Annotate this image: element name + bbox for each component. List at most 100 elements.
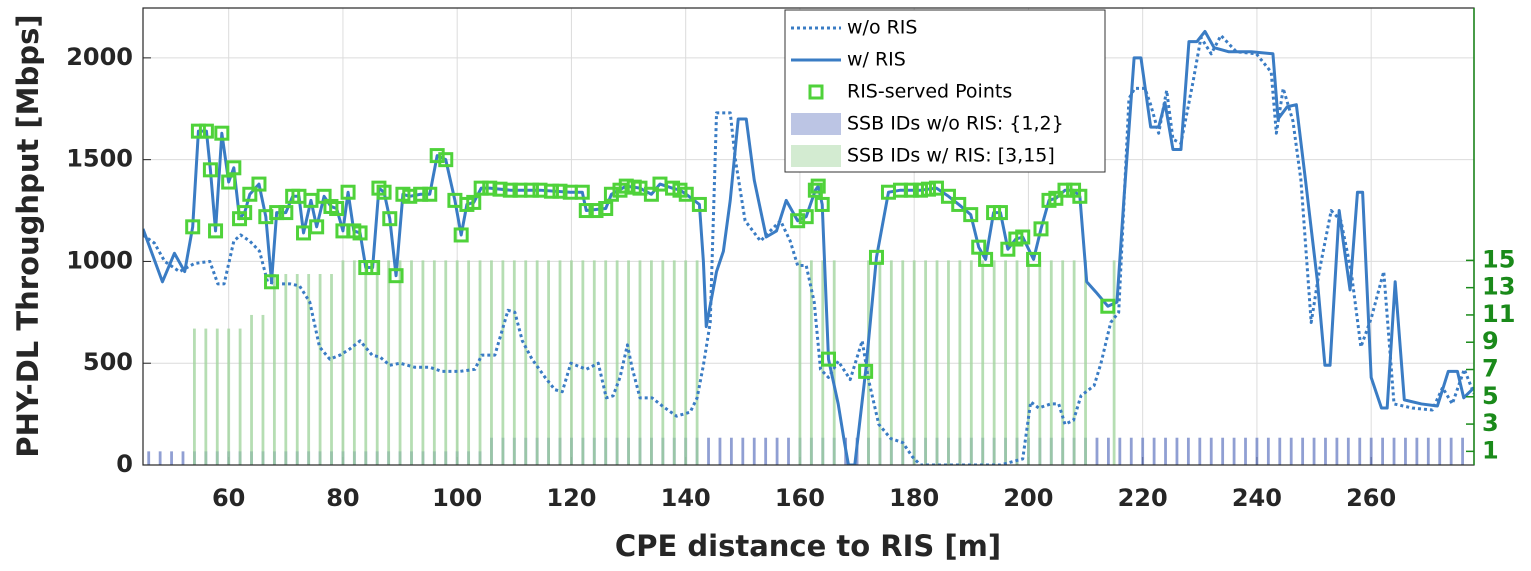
ssb-bar: [478, 260, 482, 465]
ssb-bar: [398, 260, 402, 465]
ris-point: [198, 123, 214, 139]
ris-point: [978, 251, 994, 267]
ssb-bar: [330, 274, 333, 465]
x-tick-label: 60: [212, 484, 245, 512]
y2-tick-label: 1: [1482, 436, 1499, 464]
ris-point: [903, 182, 919, 198]
ssb-bar: [1152, 437, 1156, 465]
ssb-bar: [1118, 437, 1122, 465]
ssb-bar: [581, 260, 585, 465]
ssb-bar: [1301, 437, 1305, 465]
ris-point: [951, 196, 967, 212]
ris-point: [920, 181, 936, 197]
ssb-bar: [1209, 437, 1213, 465]
ris-point: [226, 160, 242, 176]
ris-point: [214, 125, 230, 141]
ssb-bar: [729, 437, 733, 465]
ssb-bar: [1095, 437, 1099, 465]
ris-point: [429, 148, 445, 164]
ssb-bar: [227, 328, 231, 465]
ssb-bar: [775, 437, 779, 465]
ssb-bar: [1004, 260, 1007, 465]
ris-point: [382, 211, 398, 227]
ssb-bar: [707, 437, 710, 465]
ris-point: [574, 184, 590, 200]
y2-tick-label: 7: [1482, 355, 1499, 383]
y2-tick-label: 15: [1482, 245, 1515, 273]
ssb-bar: [215, 328, 219, 465]
ssb-bar: [1072, 260, 1076, 465]
legend-label: w/ RIS: [847, 49, 906, 71]
ssb-bar: [718, 437, 722, 465]
y2-tick-label: 13: [1482, 273, 1515, 301]
legend-box: [784, 9, 1106, 173]
ris-point: [190, 123, 206, 139]
ssb-bar: [467, 260, 471, 465]
ssb-bar: [170, 451, 173, 465]
x-tick-label: 200: [1003, 484, 1053, 512]
ssb-bar: [684, 260, 688, 465]
ssb-bar: [969, 260, 973, 465]
ssb-bar: [421, 260, 425, 465]
ris-point: [603, 186, 619, 202]
ris-point: [588, 203, 604, 219]
y2-tick-label: 3: [1482, 409, 1499, 437]
ris-point: [963, 207, 979, 223]
ssb-bar: [341, 260, 345, 465]
ssb-bar: [501, 260, 505, 465]
ssb-bar: [627, 260, 630, 465]
ssb-bar: [1358, 437, 1362, 465]
ris-point: [928, 180, 944, 196]
ssb-bar: [490, 260, 493, 465]
ssb-bar: [1129, 437, 1133, 465]
plot-layer: [143, 29, 1474, 465]
ssb-bar: [181, 451, 185, 465]
ssb-bar: [604, 260, 608, 465]
y-tick-label: 0: [116, 450, 133, 478]
ssb-bar: [272, 274, 276, 465]
ssb-bar: [1015, 260, 1019, 465]
ssb-bar: [867, 260, 870, 465]
y2-tick-label: 11: [1482, 300, 1515, 328]
ris-point: [992, 205, 1008, 221]
ris-point: [618, 178, 634, 194]
ris-point: [578, 203, 594, 219]
ris-point: [473, 180, 489, 196]
x-tick-label: 260: [1346, 484, 1396, 512]
ssb-bar: [547, 260, 550, 465]
ris-point: [1015, 229, 1031, 245]
y-tick-label: 2000: [66, 43, 133, 71]
ris-point: [502, 182, 518, 198]
ssb-bar: [352, 260, 356, 465]
ris-point: [264, 274, 280, 290]
ssb-bar: [650, 260, 653, 465]
ris-point: [1026, 251, 1042, 267]
ssb-bar: [912, 260, 916, 465]
ssb-bar: [764, 437, 768, 465]
ssb-bar: [1404, 437, 1407, 465]
ssb-bar: [284, 274, 288, 465]
legend-swatch: [791, 145, 841, 167]
ssb-bar: [1027, 260, 1030, 465]
ris-point: [340, 184, 356, 200]
x-tick-label: 240: [1232, 484, 1282, 512]
ris-point: [798, 209, 814, 225]
ssb-bar: [1244, 437, 1247, 465]
ris-point: [237, 205, 253, 221]
ris-point: [868, 249, 884, 265]
ssb-bar: [1107, 437, 1110, 465]
ssb-bar: [1084, 260, 1087, 465]
ssb-bar: [307, 274, 311, 465]
ris-point: [202, 162, 218, 178]
ssb-bar: [752, 437, 756, 465]
x-tick-label: 80: [326, 484, 359, 512]
ssb-bar: [878, 260, 882, 465]
ris-point: [940, 188, 956, 204]
ris-point: [598, 201, 614, 217]
x-tick-label: 140: [661, 484, 711, 512]
x-tick-label: 160: [775, 484, 825, 512]
ssb-bar: [193, 328, 196, 465]
ssb-bar: [1278, 437, 1282, 465]
legend-label: SSB IDs w/o RIS: {1,2}: [847, 113, 1064, 135]
ssb-bar: [1324, 437, 1327, 465]
